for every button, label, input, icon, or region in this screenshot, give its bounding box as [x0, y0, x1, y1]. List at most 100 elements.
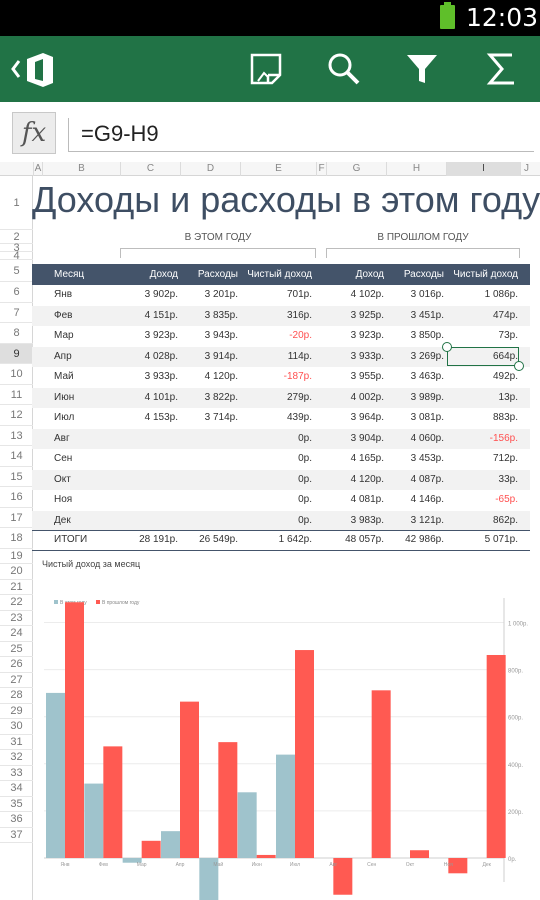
table-cell[interactable]: Янв [54, 289, 73, 300]
table-header-cell[interactable]: Чистый доход [453, 269, 518, 280]
row-header-11[interactable]: 11 [0, 385, 33, 405]
row-header-8[interactable]: 8 [0, 323, 33, 344]
table-cell[interactable]: 279р. [286, 391, 312, 403]
table-cell[interactable]: 3 955р. [350, 371, 384, 382]
table-cell[interactable]: -156р. [489, 432, 518, 444]
column-header-E[interactable]: E [240, 162, 316, 176]
row-header-4[interactable]: 4 [0, 251, 33, 262]
table-cell[interactable]: 3 463р. [410, 371, 444, 382]
table-cell[interactable]: 13р. [498, 391, 518, 403]
table-cell[interactable]: 3 943р. [204, 330, 238, 341]
table-cell[interactable]: -187р. [283, 371, 312, 382]
column-header-D[interactable]: D [180, 162, 240, 176]
row-header-28[interactable]: 28 [0, 688, 33, 704]
totals-cell[interactable]: 1 642р. [278, 534, 312, 545]
row-header-31[interactable]: 31 [0, 735, 33, 750]
table-cell[interactable]: Мар [54, 330, 74, 341]
table-cell[interactable]: 3 121р. [410, 514, 444, 526]
totals-cell[interactable]: 26 549р. [199, 534, 238, 545]
totals-cell[interactable]: 28 191р. [139, 534, 178, 545]
row-header-14[interactable]: 14 [0, 446, 33, 467]
table-cell[interactable]: 4 146р. [410, 494, 444, 505]
table-cell[interactable]: 0р. [298, 453, 312, 464]
back-button[interactable] [0, 36, 70, 102]
selection-handle-bottom-right[interactable] [514, 361, 524, 371]
table-header-cell[interactable]: Расходы [197, 269, 238, 280]
row-header-1[interactable]: 1 [0, 176, 33, 230]
table-header-cell[interactable]: Расходы [403, 269, 444, 280]
table-cell[interactable]: 4 153р. [144, 412, 178, 423]
table-cell[interactable]: 4 151р. [144, 309, 178, 321]
column-header-G[interactable]: G [326, 162, 386, 176]
table-cell[interactable]: 4 102р. [350, 289, 384, 300]
table-cell[interactable]: 3 835р. [204, 309, 238, 321]
table-cell[interactable]: 3 714р. [204, 412, 238, 423]
table-cell[interactable]: 492р. [492, 371, 518, 382]
table-cell[interactable]: 664р. [492, 350, 518, 362]
table-cell[interactable]: 3 964р. [350, 412, 384, 423]
row-header-5[interactable]: 5 [0, 260, 33, 282]
column-header-J[interactable]: J [520, 162, 532, 176]
row-header-15[interactable]: 15 [0, 467, 33, 487]
table-cell[interactable]: Авг [54, 432, 70, 444]
selection-handle-top-left[interactable] [442, 342, 452, 352]
notes-button[interactable] [240, 36, 292, 102]
sum-button[interactable] [476, 36, 528, 102]
table-cell[interactable]: 4 081р. [350, 494, 384, 505]
row-header-24[interactable]: 24 [0, 626, 33, 642]
row-header-10[interactable]: 10 [0, 364, 33, 385]
totals-cell[interactable]: 48 057р. [345, 534, 384, 545]
table-cell[interactable]: 3 822р. [204, 391, 238, 403]
table-cell[interactable]: 883р. [492, 412, 518, 423]
table-cell[interactable]: 4 087р. [410, 473, 444, 485]
row-header-34[interactable]: 34 [0, 781, 33, 797]
table-cell[interactable]: -65р. [495, 494, 518, 505]
table-cell[interactable]: 4 120р. [204, 371, 238, 382]
column-header-H[interactable]: H [386, 162, 446, 176]
table-cell[interactable]: 862р. [492, 514, 518, 526]
table-cell[interactable]: 3 983р. [350, 514, 384, 526]
table-cell[interactable]: 3 081р. [410, 412, 444, 423]
table-cell[interactable]: 3 016р. [410, 289, 444, 300]
row-header-33[interactable]: 33 [0, 766, 33, 781]
totals-cell[interactable]: ИТОГИ [54, 534, 88, 545]
selected-cell-I9[interactable] [447, 347, 519, 366]
table-cell[interactable]: 474р. [492, 309, 518, 321]
table-cell[interactable]: 0р. [298, 494, 312, 505]
table-header-cell[interactable]: Доход [355, 269, 384, 280]
table-cell[interactable]: 3 925р. [350, 309, 384, 321]
table-cell[interactable]: 4 101р. [144, 391, 178, 403]
row-header-30[interactable]: 30 [0, 719, 33, 735]
table-cell[interactable]: 3 453р. [410, 453, 444, 464]
table-cell[interactable]: 3 902р. [144, 289, 178, 300]
row-header-36[interactable]: 36 [0, 812, 33, 828]
column-header-C[interactable]: C [120, 162, 180, 176]
table-cell[interactable]: 4 028р. [144, 350, 178, 362]
table-cell[interactable]: 3 933р. [144, 371, 178, 382]
table-cell[interactable]: 1 086р. [484, 289, 518, 300]
row-header-7[interactable]: 7 [0, 303, 33, 323]
totals-cell[interactable]: 42 986р. [405, 534, 444, 545]
table-cell[interactable]: Май [54, 371, 74, 382]
table-cell[interactable]: 3 850р. [410, 330, 444, 341]
table-cell[interactable]: 439р. [286, 412, 312, 423]
table-cell[interactable]: 0р. [298, 432, 312, 444]
row-header-2[interactable]: 2 [0, 230, 33, 244]
table-cell[interactable]: 33р. [498, 473, 518, 485]
table-cell[interactable]: 3 933р. [350, 350, 384, 362]
column-header-I[interactable]: I [446, 162, 520, 176]
filter-button[interactable] [396, 36, 448, 102]
row-header-12[interactable]: 12 [0, 405, 33, 426]
row-header-19[interactable]: 19 [0, 549, 33, 564]
table-cell[interactable]: Апр [54, 350, 72, 362]
row-header-16[interactable]: 16 [0, 487, 33, 508]
row-header-6[interactable]: 6 [0, 282, 33, 303]
search-button[interactable] [318, 36, 370, 102]
row-header-27[interactable]: 27 [0, 673, 33, 688]
row-header-35[interactable]: 35 [0, 797, 33, 812]
table-header-cell[interactable]: Месяц [54, 269, 85, 280]
table-cell[interactable]: 3 451р. [410, 309, 444, 321]
table-cell[interactable]: 73р. [498, 330, 518, 341]
table-cell[interactable]: 4 060р. [410, 432, 444, 444]
row-header-17[interactable]: 17 [0, 508, 33, 528]
